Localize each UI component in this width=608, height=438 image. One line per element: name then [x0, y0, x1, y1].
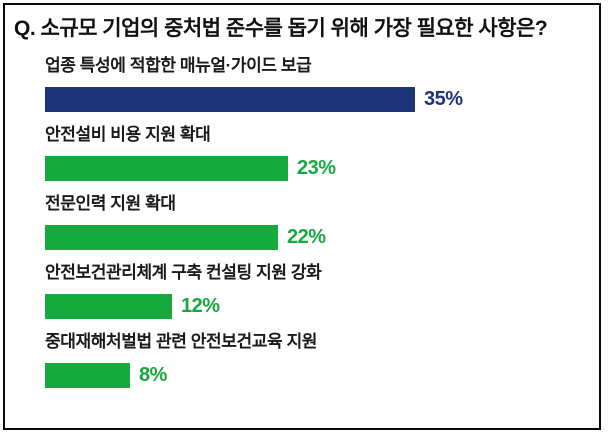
chart-frame: Q. 소규모 기업의 중처법 준수를 돕기 위해 가장 필요한 사항은? 업종 … [3, 3, 601, 430]
bar-line: 35% [45, 87, 599, 113]
bar-line: 23% [45, 156, 599, 182]
bar [45, 363, 130, 389]
bar-value: 22% [287, 226, 326, 249]
bar-label: 전문인력 지원 확대 [45, 194, 176, 214]
bar-label: 중대재해처벌법 관련 안전보건교육 지원 [45, 332, 318, 352]
bar-line: 22% [45, 225, 599, 251]
bar-value: 35% [424, 88, 463, 111]
bar-row: 업종 특성에 적합한 매뉴얼·가이드 보급 35% [45, 56, 599, 113]
bar-label: 안전보건관리체계 구축 컨설팅 지원 강화 [45, 263, 322, 283]
bar-row: 중대재해처벌법 관련 안전보건교육 지원 8% [45, 332, 599, 389]
bar-chart: 업종 특성에 적합한 매뉴얼·가이드 보급 35% 안전설비 비용 지원 확대 … [45, 56, 599, 389]
bar-line: 8% [45, 363, 599, 389]
bar-label: 안전설비 비용 지원 확대 [45, 125, 211, 145]
bar-value: 23% [297, 157, 336, 180]
bar-row: 안전설비 비용 지원 확대 23% [45, 125, 599, 182]
bar-line: 12% [45, 294, 599, 320]
bar-value: 12% [181, 295, 220, 318]
chart-title: Q. 소규모 기업의 중처법 준수를 돕기 위해 가장 필요한 사항은? [14, 17, 548, 40]
bar-row: 전문인력 지원 확대 22% [45, 194, 599, 251]
bar [45, 294, 172, 320]
bar [45, 156, 288, 182]
bar [45, 225, 278, 251]
bar-label: 업종 특성에 적합한 매뉴얼·가이드 보급 [45, 56, 312, 76]
bar-value: 8% [139, 364, 167, 387]
bar [45, 87, 415, 113]
bar-row: 안전보건관리체계 구축 컨설팅 지원 강화 12% [45, 263, 599, 320]
